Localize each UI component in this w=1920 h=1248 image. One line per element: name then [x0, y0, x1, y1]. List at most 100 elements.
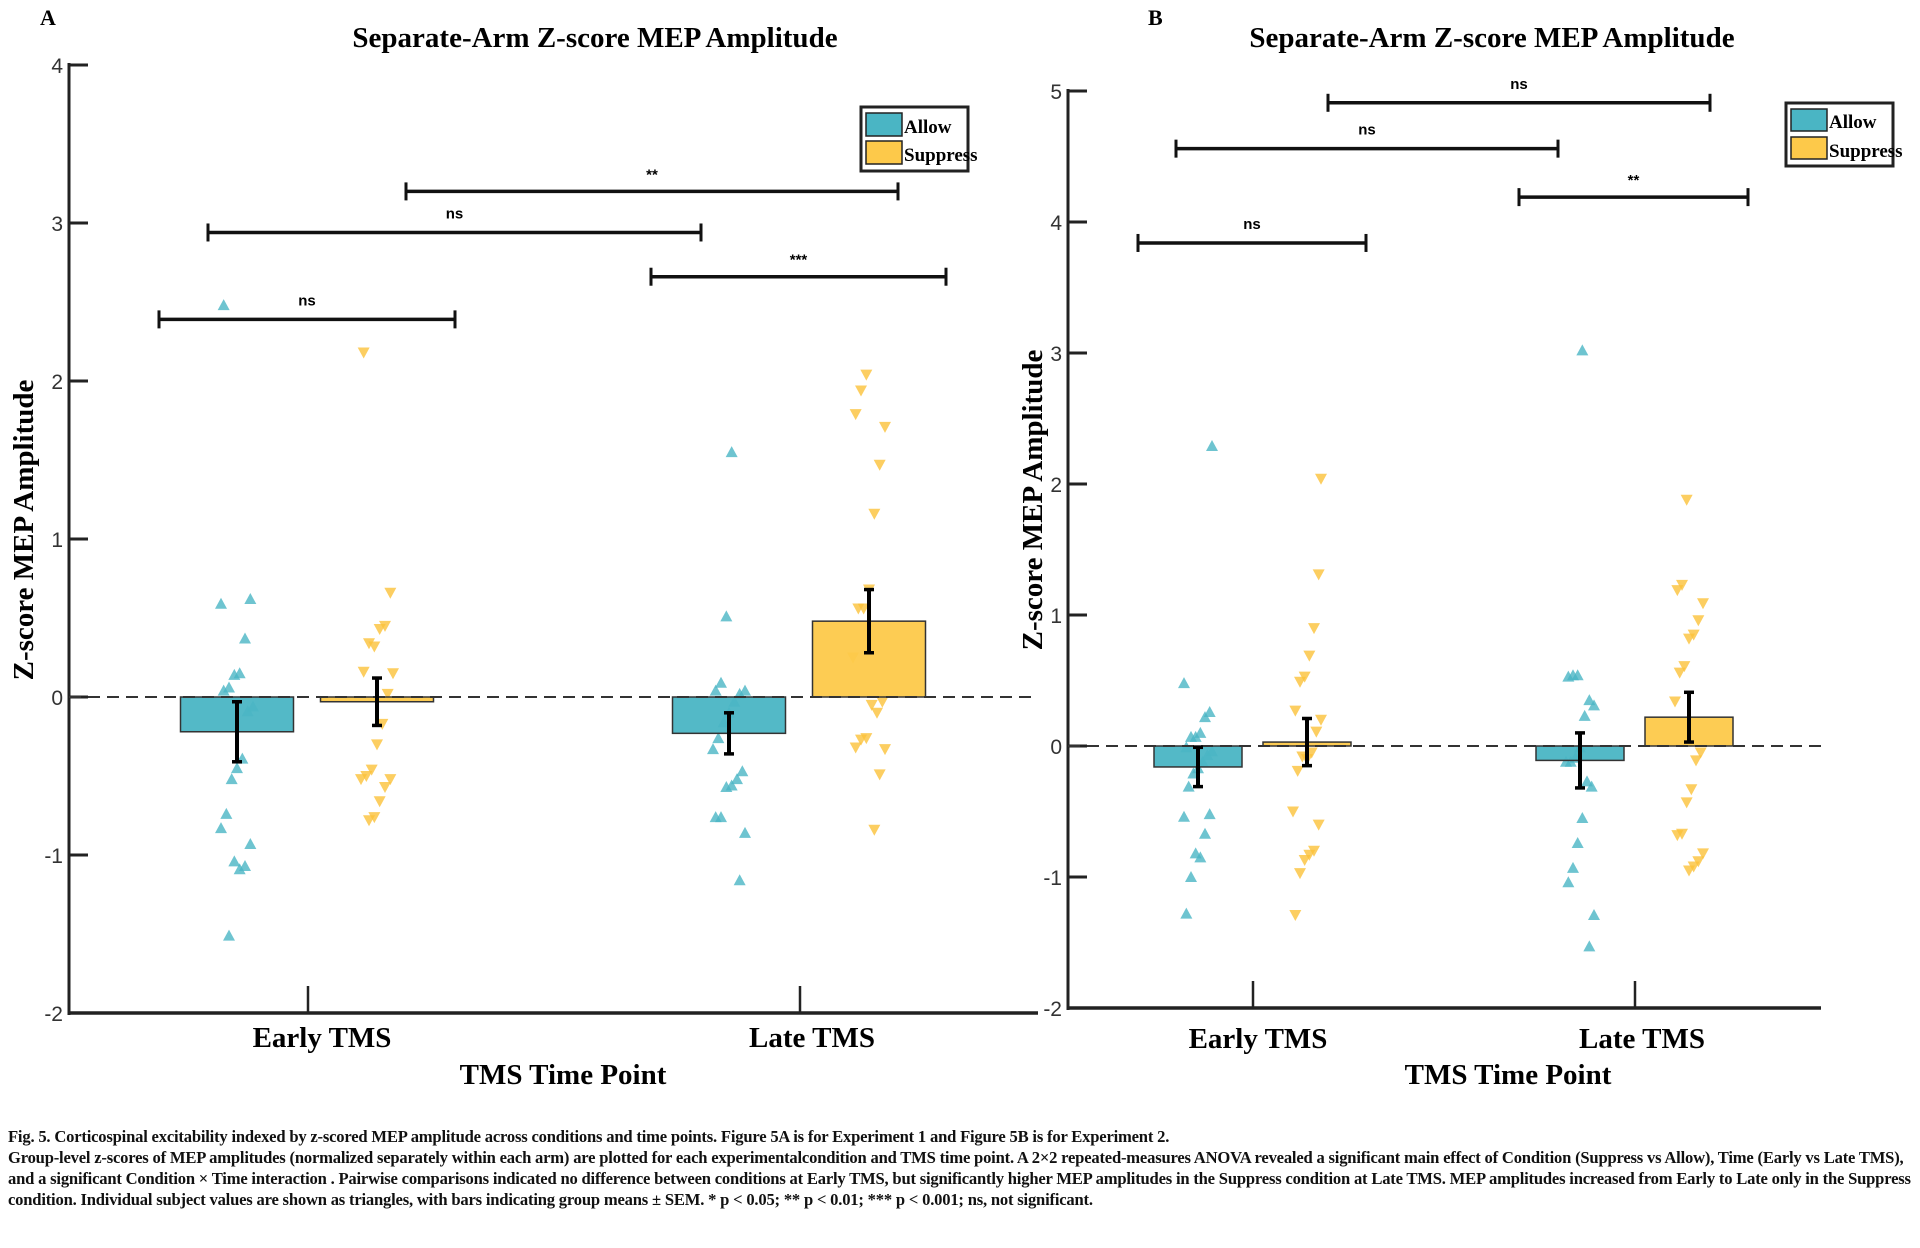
allow-point-a: [223, 929, 235, 941]
allow-point-b: [1583, 694, 1596, 706]
allow-point-a: [228, 668, 241, 680]
significance-label-a: **: [646, 166, 658, 183]
legend-swatch-allow-b: [1790, 108, 1828, 132]
legend-a: Allow Suppress: [859, 105, 978, 173]
suppress-point-b: [1697, 598, 1709, 610]
suppress-point-b: [1680, 797, 1693, 809]
significance-label-a: ns: [446, 205, 464, 222]
suppress-point-b: [1683, 865, 1695, 877]
bars-a: [69, 587, 1038, 764]
allow-point-a: [239, 632, 251, 644]
allow-point-b: [1178, 677, 1190, 689]
suppress-point-b: [1303, 650, 1316, 662]
significance-label-b: ns: [1358, 122, 1376, 139]
suppress-point-a: [365, 764, 378, 776]
suppress-point-b: [1287, 806, 1299, 818]
allow-point-a: [225, 773, 238, 785]
suppress-point-a: [371, 739, 383, 751]
suppress-point-a: [855, 734, 867, 746]
allow-point-b: [1180, 907, 1193, 919]
allow-point-b: [1576, 344, 1589, 356]
allow-point-b: [1567, 861, 1579, 873]
suppress-point-b: [1685, 784, 1698, 796]
suppress-point-a: [865, 699, 878, 711]
allow-point-a: [215, 822, 227, 834]
figure-caption: Fig. 5. Corticospinal excitability index…: [8, 1126, 1913, 1210]
points-b: [1178, 344, 1709, 952]
suppress-point-b: [1694, 747, 1707, 759]
legend-swatch-suppress-b: [1790, 136, 1828, 160]
y-tick-label-a: 2: [51, 371, 63, 394]
suppress-point-a: [357, 666, 370, 678]
suppress-point-b: [1289, 909, 1302, 921]
x-axis-label-b: TMS Time Point: [1405, 1059, 1612, 1091]
legend-label-suppress-a: Suppress: [904, 145, 978, 166]
y-tick-label-b: 4: [1050, 212, 1062, 235]
suppress-point-a: [876, 696, 889, 708]
x-tick-label-early-a: Early TMS: [253, 1022, 392, 1054]
panel-a: A Separate-Arm Z-score MEP Amplitude Z-s…: [8, 5, 1038, 1091]
legend-swatch-allow-a: [865, 112, 903, 137]
y-tick-label-b: 3: [1050, 343, 1062, 366]
suppress-point-a: [373, 624, 386, 636]
x-tick-label-late-b: Late TMS: [1579, 1023, 1705, 1055]
suppress-point-a: [355, 774, 367, 786]
suppress-point-a: [868, 508, 881, 520]
allow-point-b: [1185, 871, 1197, 882]
allow-point-a: [709, 811, 722, 823]
legend-label-suppress-b: Suppress: [1829, 141, 1903, 162]
legend-b: Allow Suppress: [1784, 101, 1903, 168]
suppress-point-b: [1298, 854, 1311, 866]
suppress-point-a: [373, 796, 386, 808]
allow-point-b: [1581, 775, 1593, 787]
suppress-point-a: [879, 421, 891, 433]
panel-letter-b: B: [1148, 5, 1163, 30]
allow-point-b: [1588, 908, 1600, 920]
suppress-point-b: [1291, 765, 1304, 777]
suppress-point-a: [357, 347, 370, 359]
suppress-point-a: [384, 587, 397, 599]
suppress-point-a: [360, 771, 373, 782]
significance-label-a: ns: [298, 292, 316, 309]
allow-point-b: [1578, 709, 1591, 721]
suppress-point-a: [852, 603, 865, 615]
suppress-point-b: [1671, 830, 1684, 842]
caption-title: Fig. 5. Corticospinal excitability index…: [8, 1127, 1170, 1146]
suppress-point-a: [381, 688, 394, 700]
allow-point-a: [715, 676, 727, 688]
y-tick-label-a: -1: [44, 845, 63, 868]
allow-point-a: [217, 299, 230, 311]
allow-point-a: [215, 597, 227, 609]
allow-point-a: [720, 781, 733, 793]
y-ticks-b: -2 -1 0 1 2 3 4 5: [1043, 81, 1821, 1021]
y-tick-label-b: 1: [1050, 605, 1062, 628]
suppress-point-a: [363, 815, 375, 827]
suppress-point-a: [868, 824, 881, 836]
significance-label-b: **: [1628, 172, 1640, 189]
allow-point-a: [228, 855, 241, 867]
significance-label-b: ns: [1243, 216, 1261, 233]
suppress-point-b: [1294, 868, 1306, 880]
y-axis-label-b: Z-score MEP Amplitude: [1017, 350, 1049, 651]
suppress-point-a: [873, 459, 886, 471]
suppress-point-b: [1678, 661, 1691, 673]
allow-point-a: [231, 762, 243, 774]
suppress-point-b: [1697, 848, 1709, 860]
allow-point-b: [1189, 847, 1202, 859]
allow-point-b: [1562, 876, 1575, 888]
x-axis-label-a: TMS Time Point: [460, 1059, 667, 1091]
allow-point-a: [244, 593, 257, 605]
y-tick-label-a: -2: [44, 1003, 63, 1026]
suppress-point-b: [1312, 819, 1325, 831]
suppress-point-a: [376, 718, 389, 730]
caption-body: Group-level z-scores of MEP amplitudes (…: [8, 1148, 1911, 1209]
suppress-point-b: [1692, 615, 1705, 627]
suppress-point-b: [1315, 714, 1327, 726]
significance-label-a: ***: [790, 252, 808, 269]
y-tick-label-a: 0: [51, 687, 63, 710]
allow-point-a: [739, 826, 751, 838]
points-a: [215, 299, 891, 941]
suppress-point-b: [1310, 726, 1323, 738]
suppress-point-b: [1312, 569, 1325, 581]
